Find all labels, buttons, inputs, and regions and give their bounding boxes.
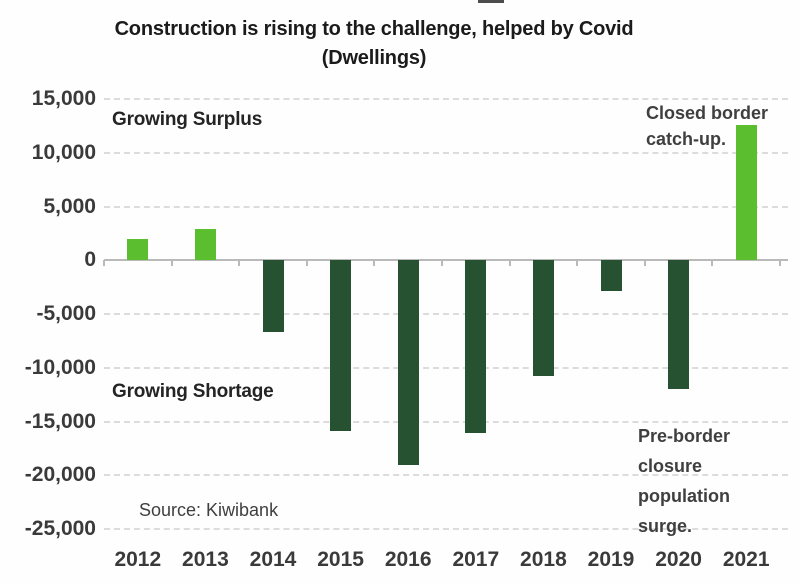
y-axis-label-0: 0: [84, 248, 96, 272]
y-axis-label-5000: 5,000: [43, 194, 96, 218]
bar-2016: [397, 260, 419, 465]
y-axis-label-15000: 15,000: [31, 87, 96, 110]
y-axis-label--10000: -10,000: [24, 355, 96, 379]
x-axis-label-2013: 2013: [182, 548, 229, 571]
x-axis-label-2012: 2012: [114, 548, 162, 571]
chart-title: Construction is rising to the challenge,…: [2, 15, 746, 73]
bar-2015: [330, 260, 352, 432]
bar-2014: [262, 260, 284, 333]
axis-tick: [238, 260, 241, 267]
annotation-growing-shortage: Growing Shortage: [112, 381, 274, 402]
y-axis-label--25000: -25,000: [24, 517, 96, 540]
annotation-closed-border-catchup: Closed border catch-up.: [646, 103, 769, 149]
x-axis-line: [104, 259, 788, 262]
source-label: Source: Kiwibank: [139, 500, 279, 520]
axis-tick: [441, 260, 443, 267]
axis-tick: [103, 260, 105, 267]
axis-tick: [373, 260, 376, 267]
x-axis-label-2015: 2015: [317, 548, 364, 571]
axis-tick: [643, 260, 646, 267]
x-axis-label-2019: 2019: [587, 548, 635, 571]
bar-2019: [600, 260, 622, 292]
gridline-15000: [104, 98, 788, 100]
gridline--15000: [104, 420, 788, 423]
bar-2017: [465, 260, 487, 434]
annotation-pre-border-surge: Pre-border closure population surge.: [638, 426, 731, 536]
gridline-10000: [104, 151, 788, 154]
chart-title-line1: Construction is rising to the challenge,…: [114, 18, 634, 40]
axis-tick: [305, 260, 308, 267]
bar-2013: [194, 229, 216, 261]
axis-tick: [576, 260, 579, 267]
gridline--25000: [104, 528, 788, 530]
gridline--10000: [104, 366, 788, 369]
top-edge-artifact: [478, 0, 504, 3]
bar-2012: [127, 238, 149, 261]
y-axis-label--5000: -5,000: [36, 302, 96, 325]
annotation-growing-surplus: Growing Surplus: [112, 109, 263, 130]
bar-2020: [668, 260, 690, 390]
x-axis-label-2014: 2014: [249, 548, 297, 571]
y-axis-label-10000: 10,000: [31, 140, 96, 164]
gridline--5000: [104, 313, 788, 315]
y-axis-label--20000: -20,000: [24, 463, 96, 487]
gridline-5000: [104, 205, 788, 208]
bar-2021: [735, 124, 757, 261]
axis-tick: [779, 260, 781, 267]
x-axis-label-2016: 2016: [384, 548, 432, 571]
y-axis-label--15000: -15,000: [24, 409, 96, 433]
axis-tick: [170, 260, 173, 267]
bar-2018: [532, 260, 554, 377]
axis-tick: [711, 260, 714, 267]
x-axis-label-2018: 2018: [520, 548, 567, 571]
gridline--20000: [104, 474, 788, 477]
x-axis-label-2020: 2020: [655, 548, 702, 571]
chart-title-line2: (Dwellings): [321, 47, 427, 69]
x-axis-label-2021: 2021: [722, 548, 770, 571]
axis-tick: [508, 260, 511, 267]
x-axis-label-2017: 2017: [452, 548, 500, 571]
